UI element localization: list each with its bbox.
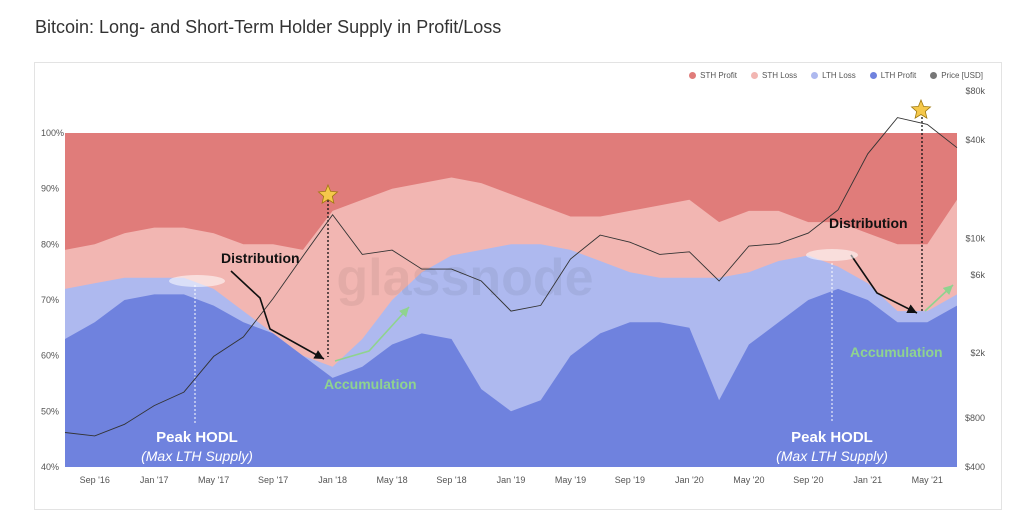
legend-item-price[interactable]: Price [USD] [930, 71, 983, 80]
annotation-layer [169, 98, 954, 423]
x-tick-label: Sep '17 [258, 475, 288, 485]
x-axis: Sep '16 Jan '17 May '17 Sep '17 Jan '18 May '… [80, 475, 943, 485]
legend-swatch-sth-loss [751, 72, 759, 79]
arrow-icon [924, 284, 954, 312]
chart-frame: STH Profit STH Loss LTH Loss LTH Profit … [34, 62, 1002, 510]
y-left-tick-label: 90% [41, 184, 59, 194]
y-right-tick-label: $10k [965, 234, 985, 244]
annotation-distribution-1: Distribution [221, 250, 300, 266]
legend-item-sth-loss[interactable]: STH Loss [751, 71, 797, 80]
y-right-tick-label: $80k [965, 86, 985, 96]
x-tick-label: Jan '19 [497, 475, 526, 485]
annotation-accumulation-2: Accumulation [850, 344, 943, 360]
legend-label: STH Loss [762, 71, 798, 80]
legend-swatch-sth-profit [689, 72, 697, 79]
y-axis-left: 40% 50% 60% 70% 80% 90% 100% [41, 128, 64, 472]
x-tick-label: Sep '16 [80, 475, 110, 485]
legend-swatch-lth-profit [869, 72, 877, 79]
star-icon [317, 183, 339, 204]
legend-item-lth-profit[interactable]: LTH Profit [869, 71, 917, 80]
y-left-tick-label: 50% [41, 406, 59, 416]
y-left-tick-label: 40% [41, 462, 59, 472]
x-tick-label: Sep '19 [615, 475, 645, 485]
x-tick-label: Sep '18 [436, 475, 466, 485]
x-tick-label: May '19 [555, 475, 586, 485]
y-right-tick-label: $6k [970, 270, 985, 280]
legend-item-lth-loss[interactable]: LTH Loss [811, 71, 856, 80]
y-left-tick-label: 70% [41, 295, 59, 305]
y-left-tick-label: 100% [41, 128, 64, 138]
chart-title: Bitcoin: Long- and Short-Term Holder Sup… [35, 17, 502, 37]
annotation-peak-hodl-2: Peak HODL [791, 429, 873, 446]
area-lth-profit [65, 288, 957, 467]
legend-swatch-lth-loss [811, 72, 819, 79]
y-left-tick-label: 80% [41, 239, 59, 249]
y-left-tick-label: 60% [41, 351, 59, 361]
y-right-tick-label: $800 [965, 413, 985, 423]
y-right-tick-label: $2k [970, 348, 985, 358]
y-right-tick-label: $400 [965, 462, 985, 472]
arrow-icon [230, 270, 325, 360]
peak-highlight [169, 275, 225, 287]
legend-swatch-price [930, 72, 938, 79]
annotation-peak-hodl-1: Peak HODL [156, 429, 238, 446]
legend-label: LTH Profit [880, 71, 917, 80]
watermark: glassnode [336, 249, 593, 307]
x-tick-label: Jan '18 [318, 475, 347, 485]
x-tick-label: Jan '17 [140, 475, 169, 485]
x-tick-label: Jan '20 [675, 475, 704, 485]
x-tick-label: May '18 [376, 475, 407, 485]
legend-label: STH Profit [700, 71, 738, 80]
arrow-icon [850, 254, 918, 314]
star-icon [910, 98, 932, 119]
annotation-peak-hodl-1-sub: (Max LTH Supply) [141, 448, 253, 464]
x-tick-label: May '17 [198, 475, 229, 485]
annotation-accumulation-1: Accumulation [324, 376, 417, 392]
annotation-distribution-2: Distribution [829, 215, 908, 231]
area-layers [65, 133, 957, 467]
legend-item-sth-profit[interactable]: STH Profit [689, 71, 737, 80]
chart-svg: glassnode 40% 50% 60% 70% 80% 90% 100% $400 $80… [41, 86, 986, 485]
legend: STH Profit STH Loss LTH Loss LTH Profit … [689, 71, 983, 80]
y-axis-right: $400 $800 $2k $6k $10k $40k $80k [965, 86, 986, 472]
annotation-peak-hodl-2-sub: (Max LTH Supply) [776, 448, 888, 464]
peak-highlight [806, 249, 858, 261]
legend-label: LTH Loss [822, 71, 856, 80]
x-tick-label: May '21 [912, 475, 943, 485]
legend-label: Price [USD] [941, 71, 983, 80]
y-right-tick-label: $40k [965, 135, 985, 145]
x-tick-label: Sep '20 [793, 475, 823, 485]
x-tick-label: Jan '21 [853, 475, 882, 485]
x-tick-label: May '20 [733, 475, 764, 485]
price-line [64, 117, 958, 437]
arrow-icon [334, 306, 410, 362]
